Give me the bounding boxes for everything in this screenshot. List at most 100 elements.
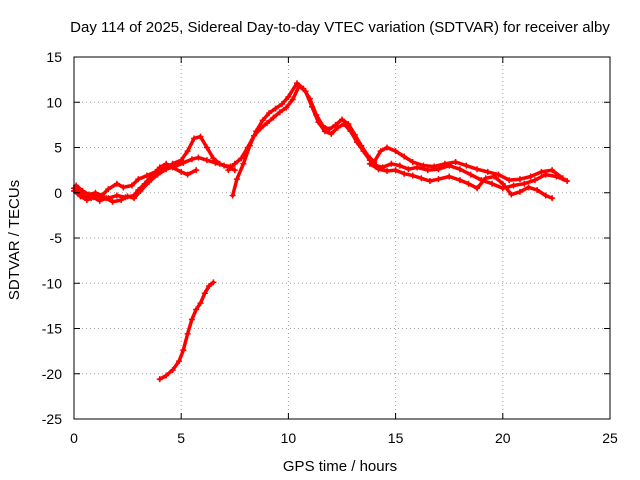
data-point <box>272 105 279 112</box>
data-point <box>259 117 266 124</box>
data-point <box>441 160 448 167</box>
data-point <box>131 195 138 202</box>
data-point <box>465 180 472 187</box>
data-point <box>283 104 290 111</box>
data-point <box>171 163 178 170</box>
data-point <box>332 121 339 128</box>
series-line <box>72 155 233 204</box>
data-point <box>83 196 90 203</box>
data-point <box>113 192 120 199</box>
data-point <box>143 172 150 179</box>
data-point <box>549 195 556 202</box>
data-point <box>534 187 541 194</box>
data-point <box>446 173 453 180</box>
data-point <box>293 80 300 87</box>
data-point <box>396 162 403 169</box>
data-point <box>306 95 313 102</box>
data-point <box>120 184 127 191</box>
y-tick-label: 15 <box>46 49 62 65</box>
data-point <box>188 156 195 163</box>
data-point <box>358 142 365 149</box>
data-point <box>467 171 474 178</box>
data-point <box>313 111 320 118</box>
data-point <box>339 116 345 123</box>
data-point <box>525 184 532 191</box>
series-line <box>74 134 237 198</box>
y-tick-label: -10 <box>42 275 62 291</box>
data-point <box>491 173 498 180</box>
data-point <box>146 178 153 185</box>
series-line <box>368 162 554 200</box>
data-point <box>482 175 489 182</box>
data-point <box>184 148 191 155</box>
data-point <box>113 180 120 187</box>
data-point <box>105 186 112 193</box>
data-point <box>79 187 86 194</box>
data-point <box>86 191 93 198</box>
data-point <box>474 185 481 192</box>
data-point <box>188 316 195 323</box>
data-point <box>225 167 232 174</box>
y-tick-label: 5 <box>54 140 62 156</box>
data-point <box>435 176 442 183</box>
data-point <box>452 158 459 165</box>
data-point <box>154 171 161 178</box>
data-point <box>266 110 273 117</box>
data-point <box>238 155 245 162</box>
data-point <box>542 192 549 199</box>
y-tick-label: -5 <box>50 230 63 246</box>
series-track-e <box>229 80 566 199</box>
data-point <box>285 93 292 100</box>
data-point <box>366 160 373 167</box>
data-point <box>109 198 116 205</box>
series-line <box>230 81 565 198</box>
y-tick-label: 10 <box>46 94 62 110</box>
data-point <box>270 114 277 121</box>
data-point <box>193 306 200 313</box>
chart-title: Day 114 of 2025, Sidereal Day-to-day VTE… <box>70 19 610 36</box>
data-point <box>163 372 170 379</box>
data-point <box>495 171 502 178</box>
data-point <box>137 187 144 194</box>
data-point <box>549 167 556 174</box>
y-tick-label: -25 <box>42 411 62 427</box>
data-point <box>506 177 513 184</box>
data-point <box>364 152 371 159</box>
data-point <box>156 376 163 383</box>
data-point <box>184 330 191 337</box>
data-point <box>564 177 571 184</box>
data-point <box>377 148 384 155</box>
data-point <box>392 148 399 155</box>
y-tick-label: -15 <box>42 321 62 337</box>
data-point <box>474 166 481 173</box>
data-point <box>375 166 382 173</box>
data-point <box>163 166 170 173</box>
data-point <box>401 170 408 177</box>
data-point <box>231 160 238 167</box>
data-point <box>426 177 433 184</box>
x-tick-label: 10 <box>281 430 297 446</box>
data-point <box>424 167 431 174</box>
series-track-d <box>225 82 571 192</box>
data-point <box>456 177 463 184</box>
axis-ticks: 0 5 10 15 20 25 -25 -20 -15 -10 -5 0 5 10 15 <box>42 49 618 446</box>
data-point <box>124 193 131 200</box>
data-point <box>201 290 208 297</box>
data-point <box>231 167 238 174</box>
data-point <box>401 153 408 160</box>
data-point <box>195 154 202 161</box>
grid-lines <box>74 57 610 419</box>
data-point <box>516 188 523 195</box>
x-axis-label: GPS time / hours <box>283 458 397 475</box>
data-point <box>276 109 283 116</box>
data-point <box>510 182 517 189</box>
series-track-b <box>73 133 238 199</box>
data-point <box>197 300 204 307</box>
data-point <box>371 158 378 165</box>
data-point <box>351 131 358 138</box>
data-point <box>169 367 176 374</box>
data-point <box>527 173 534 180</box>
data-point <box>233 176 240 183</box>
data-point <box>90 194 97 201</box>
